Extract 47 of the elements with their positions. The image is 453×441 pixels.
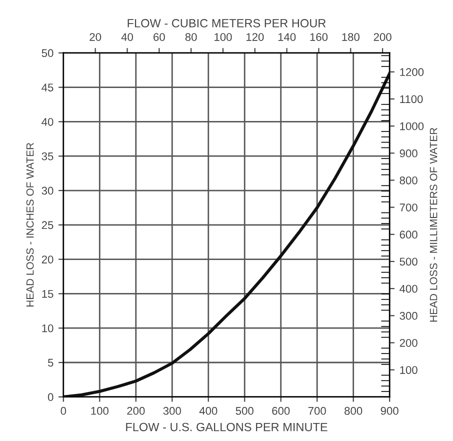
y-tick-label: 25 xyxy=(42,221,54,230)
y2-tick-label: 1100 xyxy=(400,95,423,104)
x-tick-label: 200 xyxy=(127,406,145,415)
y-tick-label: 20 xyxy=(42,256,54,264)
x-tick-label: 900 xyxy=(380,406,398,415)
y-tick-label: 45 xyxy=(42,84,54,92)
y2-tick-label: 600 xyxy=(400,230,418,239)
y2-tick-label: 700 xyxy=(400,204,418,212)
x2-tick-label: 40 xyxy=(121,33,133,41)
y2-tick-label: 400 xyxy=(400,284,418,293)
y2-tick-label: 1200 xyxy=(400,68,424,76)
x2-tick-label: 20 xyxy=(90,33,102,41)
x-tick-label: 300 xyxy=(163,406,181,415)
x-tick-label: 800 xyxy=(344,406,362,415)
y2-tick-label: 300 xyxy=(400,312,418,320)
x-tick-label: 500 xyxy=(236,406,254,415)
y2-tick-label: 100 xyxy=(400,366,418,374)
x-tick-label: 0 xyxy=(60,406,66,415)
x2-tick-label: 180 xyxy=(342,33,360,41)
x2-tick-label: 140 xyxy=(278,33,296,41)
y-tick-label: 35 xyxy=(42,152,54,160)
y-axis-title: HEAD LOSS - INCHES OF WATER xyxy=(26,142,34,307)
x-axis-title: FLOW - U.S. GALLONS PER MINUTE xyxy=(126,422,328,432)
x-tick-label: 700 xyxy=(308,406,326,415)
x2-tick-label: 100 xyxy=(214,33,232,41)
x2-tick-label: 80 xyxy=(185,33,197,41)
y2-tick-label: 500 xyxy=(400,258,418,266)
y-tick-label: 30 xyxy=(42,186,54,195)
y2-tick-label: 900 xyxy=(400,149,418,158)
y-tick-label: 5 xyxy=(48,358,54,367)
y-tick-label: 10 xyxy=(42,324,54,332)
y-tick-label: 40 xyxy=(42,118,54,126)
x2-tick-label: 200 xyxy=(374,33,392,41)
x-tick-label: 400 xyxy=(199,406,218,415)
x2-tick-label: 120 xyxy=(246,33,264,41)
x2-axis-title: FLOW - CUBIC METERS PER HOUR xyxy=(128,19,326,28)
y-tick-label: 50 xyxy=(42,49,54,58)
x-tick-label: 600 xyxy=(272,406,290,415)
x-tick-label: 100 xyxy=(91,406,108,415)
y2-tick-label: 1000 xyxy=(400,122,424,130)
y2-tick-label: 200 xyxy=(400,338,418,347)
y-tick-label: 0 xyxy=(48,393,54,402)
x2-tick-label: 60 xyxy=(154,33,165,41)
x2-tick-label: 160 xyxy=(310,33,328,41)
y-tick-label: 15 xyxy=(42,290,54,298)
y2-tick-label: 800 xyxy=(400,176,418,184)
y2-axis-title: HEAD LOSS - MILLIMETERS OF WATER xyxy=(430,128,438,322)
